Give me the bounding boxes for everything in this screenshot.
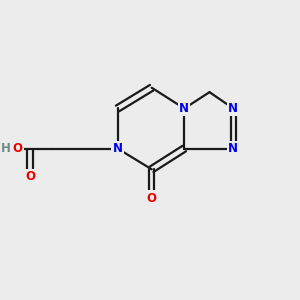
Text: N: N bbox=[228, 102, 238, 115]
Text: O: O bbox=[13, 142, 22, 155]
Text: N: N bbox=[179, 102, 189, 115]
Text: O: O bbox=[25, 170, 35, 183]
Text: O: O bbox=[147, 192, 157, 205]
Text: H: H bbox=[1, 142, 11, 155]
Text: N: N bbox=[228, 142, 238, 155]
Text: N: N bbox=[112, 142, 123, 155]
